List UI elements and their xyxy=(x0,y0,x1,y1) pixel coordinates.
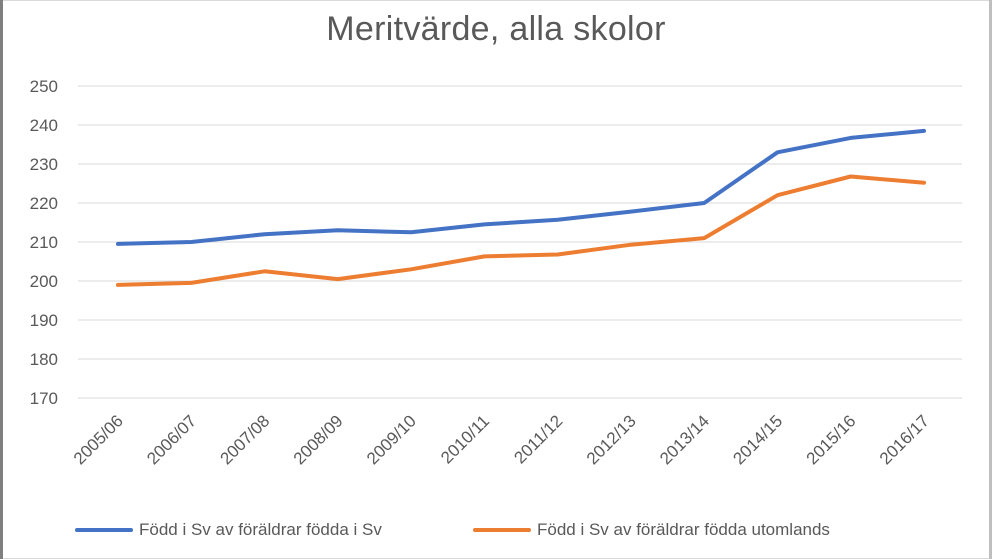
x-tick-label: 2011/12 xyxy=(510,411,566,467)
window-edge-right xyxy=(989,0,992,559)
legend-item-series-2: Född i Sv av föräldrar födda utomlands xyxy=(473,520,830,540)
legend-swatch-series-1 xyxy=(75,528,133,532)
x-tick-label: 2006/07 xyxy=(143,411,200,468)
gridlines xyxy=(78,85,962,399)
x-tick-label: 2014/15 xyxy=(729,411,786,468)
x-tick-label: 2012/13 xyxy=(583,411,640,468)
x-tick-label: 2009/10 xyxy=(363,411,420,468)
x-tick-label: 2013/14 xyxy=(656,411,713,468)
legend-label-series-1: Född i Sv av föräldrar födda i Sv xyxy=(139,520,382,539)
y-tick-label: 170 xyxy=(30,389,58,408)
x-tick-label: 2015/16 xyxy=(803,411,860,468)
x-axis-ticks: 2005/06 2006/07 2007/08 2008/09 2009/10 2010/… xyxy=(70,411,933,468)
y-tick-label: 190 xyxy=(30,311,58,330)
x-tick-label: 2008/09 xyxy=(290,411,347,468)
y-axis-ticks: 170 180 190 200 210 220 230 240 250 xyxy=(30,77,58,408)
legend-swatch-series-2 xyxy=(473,528,531,532)
legend-item-series-1: Född i Sv av föräldrar födda i Sv xyxy=(75,520,382,540)
x-tick-label: 2005/06 xyxy=(70,411,127,468)
x-tick-label: 2010/11 xyxy=(437,411,493,467)
y-tick-label: 210 xyxy=(30,233,58,252)
y-tick-label: 250 xyxy=(30,77,58,96)
y-tick-label: 230 xyxy=(30,155,58,174)
y-tick-label: 220 xyxy=(30,194,58,213)
x-tick-label: 2007/08 xyxy=(216,411,273,468)
series-line-1 xyxy=(116,128,926,246)
y-tick-label: 180 xyxy=(30,350,58,369)
legend-label-series-2: Född i Sv av föräldrar födda utomlands xyxy=(537,520,830,539)
x-tick-label: 2016/17 xyxy=(876,411,933,468)
y-tick-label: 200 xyxy=(30,272,58,291)
series-line-2 xyxy=(116,174,926,287)
series-lines xyxy=(116,128,926,287)
window-edge-left xyxy=(0,0,3,559)
y-tick-label: 240 xyxy=(30,116,58,135)
chart-title: Meritvärde, alla skolor xyxy=(326,10,666,48)
